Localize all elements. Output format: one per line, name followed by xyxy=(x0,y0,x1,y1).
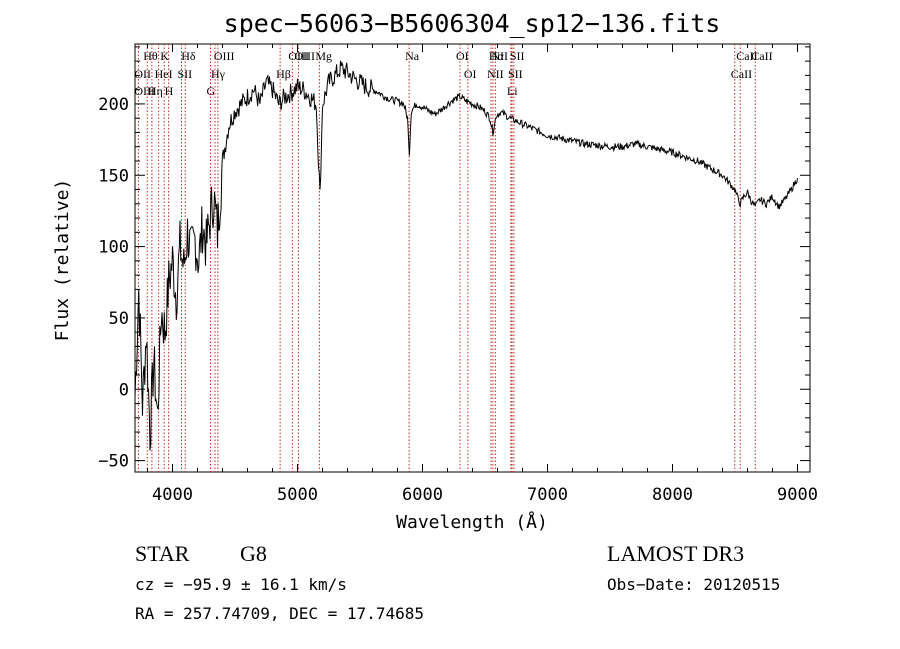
object-class: STAR xyxy=(135,541,190,566)
y-axis-label: Flux (relative) xyxy=(52,179,73,342)
spectral-line-label: Hβ xyxy=(276,67,291,81)
y-tick-label: 200 xyxy=(98,95,129,115)
redshift-cz: cz = −95.9 ± 16.1 km/s xyxy=(135,575,347,594)
x-axis: 4000 5000 6000 7000 8000 9000 xyxy=(147,44,818,505)
y-tick-label: 100 xyxy=(98,238,129,258)
spectral-line-label: OIII xyxy=(294,49,315,63)
observation-date: Obs−Date: 20120515 xyxy=(607,575,780,594)
x-tick-label: 8000 xyxy=(652,485,693,505)
y-tick-label: 0 xyxy=(119,380,129,400)
spectral-line-label: CaII xyxy=(751,49,772,63)
x-tick-label: 4000 xyxy=(152,485,193,505)
spectral-line-label: Hθ xyxy=(143,49,158,63)
spectral-line-label: CaII xyxy=(731,67,752,81)
x-axis-label: Wavelength (Å) xyxy=(396,511,548,533)
spectral-line-label: Hγ xyxy=(211,67,226,81)
spectral-line-label: Hη xyxy=(148,84,163,98)
x-tick-label: 7000 xyxy=(527,485,568,505)
y-axis: −50 0 50 100 150 200 xyxy=(98,46,810,472)
plot-frame xyxy=(134,43,811,473)
spectral-line-label: OIII xyxy=(288,49,309,63)
spectral-line-label: SII xyxy=(508,67,523,81)
spectral-line-label: Na xyxy=(405,49,420,63)
spectral-line-label: K xyxy=(160,49,169,63)
spectral-line-label: SII xyxy=(178,67,193,81)
spectral-line-label: CaII xyxy=(736,49,757,63)
spectral-line-label: HeI xyxy=(155,67,173,81)
spectral-line-label: NII xyxy=(491,49,508,63)
x-tick-label: 5000 xyxy=(277,485,318,505)
series-line-flux xyxy=(134,60,798,451)
spectral-line-label: Li xyxy=(507,84,518,98)
y-tick-label: −50 xyxy=(98,452,129,472)
spectral-line-label: OIII xyxy=(214,49,235,63)
spectral-line-label: OIII xyxy=(134,84,155,98)
spectral-line-label: H xyxy=(165,84,174,98)
y-tick-label: 150 xyxy=(98,166,129,186)
object-subclass: G8 xyxy=(240,541,267,566)
spectral-line-label: OI xyxy=(456,49,469,63)
spectral-line-label: Hδ xyxy=(181,49,196,63)
y-tick-label: 50 xyxy=(109,309,129,329)
chart-title: spec−56063−B5606304_sp12−136.fits xyxy=(224,9,721,38)
spectral-line-label: SII xyxy=(510,49,525,63)
spectral-line-label: NII xyxy=(487,67,504,81)
spectral-line-label: Hα xyxy=(489,49,505,63)
spectral-line-label: OII xyxy=(134,67,151,81)
spectral-line-label: OI xyxy=(464,67,477,81)
x-tick-label: 9000 xyxy=(777,485,818,505)
coordinates: RA = 257.74709, DEC = 17.74685 xyxy=(135,604,424,623)
survey-name: LAMOST DR3 xyxy=(607,541,744,566)
x-tick-label: 6000 xyxy=(402,485,443,505)
spectral-line-label: Mg xyxy=(315,49,332,63)
series-layer xyxy=(134,60,798,451)
spectral-line-label: G xyxy=(207,84,216,98)
